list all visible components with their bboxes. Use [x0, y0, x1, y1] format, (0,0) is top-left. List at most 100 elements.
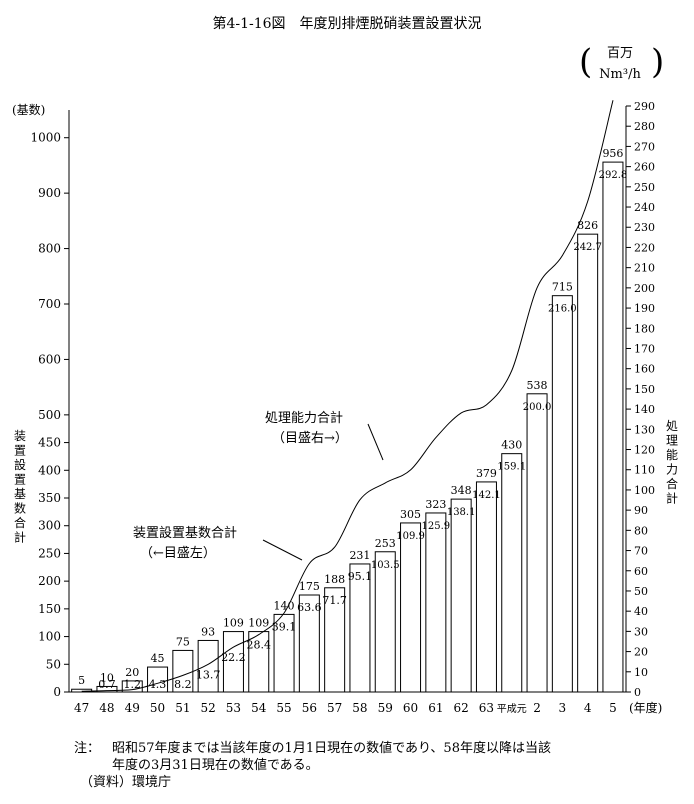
bar-value-label: 715 [552, 281, 573, 294]
left-tick-label: 400 [38, 463, 61, 477]
x-tick-label: 54 [251, 701, 267, 715]
axis-label-char: 理 [666, 434, 678, 448]
x-tick-label: 55 [276, 701, 291, 715]
right-tick-label: 10 [634, 666, 648, 679]
axis-label-char: 計 [14, 530, 26, 545]
bar-series [71, 161, 624, 693]
note-line-1: 昭和57年度までは当該年度の1月1日現在の数値であり、58年度以降は当該 [112, 741, 551, 756]
line-value-label: 292.8 [599, 170, 628, 181]
right-tick-label: 140 [634, 403, 655, 416]
line-value-label: 103.5 [371, 560, 400, 571]
right-tick-label: 20 [634, 646, 648, 659]
x-tick-label: 51 [175, 701, 190, 715]
bar-value-label: 305 [400, 508, 421, 521]
right-tick-label: 290 [634, 100, 655, 113]
right-tick-label: 220 [634, 241, 655, 254]
bar [425, 512, 447, 693]
annotation-units-line2: （←目盛左） [140, 546, 216, 561]
bar [602, 161, 624, 693]
x-tick-label: 2 [533, 701, 541, 715]
x-tick-label: 57 [327, 701, 342, 715]
left-tick-label: 150 [38, 602, 61, 616]
note-prefix: 注： [74, 741, 101, 756]
axis-label-char: 能 [666, 448, 678, 462]
line-value-label: 109.9 [396, 531, 425, 542]
bar-value-label: 175 [299, 580, 320, 593]
annotation-capacity-leader [367, 423, 384, 461]
line-value-label: 200.0 [523, 402, 552, 413]
bar-value-label: 323 [425, 498, 446, 511]
left-axis-ticks: 0 50 100 150 200 250 300 350 400 450 500 600 700 800 9… [30, 131, 69, 699]
bar [197, 639, 219, 693]
right-tick-label: 120 [634, 444, 655, 457]
note-line-2: 年度の3月31日現在の数値である。 [112, 758, 319, 773]
axis-label-char: 置 [14, 444, 26, 458]
chart-title: 第4-1-16図 年度別排煙脱硝装置設置状況 [212, 15, 481, 32]
left-tick-label: 0 [53, 685, 61, 699]
right-axis-unit-line1: 百万 [607, 46, 633, 61]
bar [501, 453, 523, 693]
right-tick-label: 210 [634, 262, 655, 275]
x-tick-label: 52 [201, 701, 216, 715]
bar [526, 393, 548, 693]
left-tick-label: 350 [38, 491, 61, 505]
x-tick-label: 60 [403, 701, 418, 715]
left-tick-label: 250 [38, 546, 61, 560]
x-axis-unit: (年度) [629, 700, 662, 715]
right-tick-label: 150 [634, 383, 655, 396]
left-axis-label: 装置設置基数合計 [14, 429, 26, 545]
left-tick-label: 800 [38, 242, 61, 256]
right-tick-label: 70 [634, 545, 648, 558]
left-tick-label: 450 [38, 436, 61, 450]
x-tick-label: 47 [74, 701, 89, 715]
right-tick-label: 200 [634, 282, 655, 295]
right-axis-unit-line2: Nm³/h [599, 67, 641, 82]
x-tick-label: 53 [226, 701, 241, 715]
line-value-label: 71.7 [322, 594, 347, 607]
bar-value-label: 956 [602, 147, 623, 160]
right-tick-label: 260 [634, 161, 655, 174]
line-value-label: 95.1 [348, 570, 373, 583]
axis-label-char: 装 [14, 429, 26, 443]
right-axis-ticks: 0 10 20 30 40 50 60 70 80 90 100 110 120 130 140 150 160… [626, 100, 655, 699]
line-value-label: 138.1 [447, 507, 476, 518]
x-tick-label: 63 [479, 701, 494, 715]
bar [577, 233, 599, 693]
right-axis-unit-paren-open: ( [579, 42, 592, 82]
axis-label-char: 設 [14, 457, 26, 472]
bar [349, 563, 371, 693]
bar-value-label: 5 [78, 674, 85, 687]
annotation-capacity-line2: （目盛右→） [272, 431, 348, 446]
bar-value-label: 253 [375, 537, 396, 550]
bar-value-label: 231 [349, 549, 370, 562]
line-value-label: 142.1 [472, 490, 501, 501]
right-tick-label: 0 [634, 686, 641, 699]
bar-value-label: 109 [248, 617, 269, 630]
axis-label-char: 合 [666, 476, 678, 491]
line-value-labels: 0.7 1.2 4.3 8.2 13.722.228.439.163.671.795.1… [98, 170, 627, 691]
bar-value-label: 188 [324, 573, 345, 586]
bar-value-labels: 5 10 20 45 75 93 109 109 140 175 188 231 253 305 323 34… [78, 147, 623, 687]
capacity-line [81, 100, 614, 692]
bar-value-label: 430 [501, 439, 522, 452]
left-tick-label: 50 [46, 657, 61, 671]
bar-value-label: 20 [125, 666, 139, 679]
bar [374, 551, 396, 693]
left-tick-label: 500 [38, 408, 61, 422]
line-value-label: 159.1 [497, 462, 526, 473]
left-tick-label: 700 [38, 297, 61, 311]
bar-value-label: 538 [527, 379, 548, 392]
line-value-label: 39.1 [272, 620, 297, 633]
right-tick-label: 230 [634, 221, 655, 234]
axis-label-char: 力 [666, 463, 678, 477]
x-tick-label: 49 [125, 701, 140, 715]
line-value-label: 13.7 [196, 668, 221, 681]
bar-value-label: 109 [223, 617, 244, 630]
left-tick-label: 200 [38, 574, 61, 588]
line-value-label: 28.4 [247, 639, 272, 652]
bar-value-label: 93 [201, 625, 215, 638]
left-axis-unit: (基数) [12, 102, 45, 117]
annotation-units-line1: 装置設置基数合計 [133, 525, 237, 541]
right-tick-label: 280 [634, 120, 655, 133]
right-tick-label: 40 [634, 605, 648, 618]
